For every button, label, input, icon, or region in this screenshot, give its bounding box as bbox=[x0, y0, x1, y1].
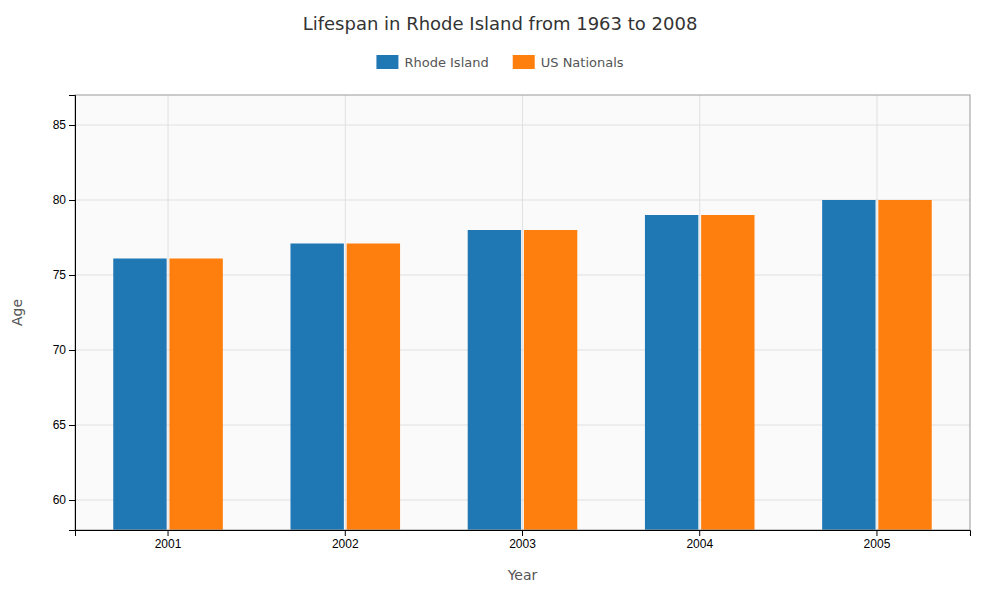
y-tick: 60 bbox=[53, 493, 75, 507]
x-grid-line bbox=[168, 95, 169, 530]
y-tick: 85 bbox=[53, 118, 75, 132]
legend-label: US Nationals bbox=[541, 55, 624, 70]
bar bbox=[113, 259, 166, 531]
y-tick-mark bbox=[69, 275, 75, 276]
x-tick-label: 2003 bbox=[509, 537, 536, 551]
legend-item: US Nationals bbox=[513, 55, 624, 70]
x-tick: 2003 bbox=[509, 530, 536, 551]
bar bbox=[701, 215, 754, 530]
y-axis: 60 65 70 75 80 85 bbox=[53, 96, 76, 531]
y-tick-label: 85 bbox=[53, 118, 67, 132]
bar bbox=[822, 200, 875, 530]
bar bbox=[290, 244, 343, 531]
bar bbox=[878, 200, 931, 530]
x-axis: 2001 2002 2003 2004 2005 bbox=[76, 530, 971, 551]
x-axis-line bbox=[76, 531, 971, 537]
x-tick-mark bbox=[699, 530, 700, 536]
bar bbox=[169, 259, 222, 531]
plot-frame bbox=[75, 95, 970, 530]
x-tick-label: 2001 bbox=[155, 537, 182, 551]
legend-swatch bbox=[513, 55, 535, 69]
legend-label: Rhode Island bbox=[404, 55, 488, 70]
y-tick-mark bbox=[69, 500, 75, 501]
x-tick-label: 2005 bbox=[864, 537, 891, 551]
x-tick-label: 2004 bbox=[686, 537, 713, 551]
legend-item: Rhode Island bbox=[376, 55, 488, 70]
bar bbox=[645, 215, 698, 530]
title: Lifespan in Rhode Island from 1963 to 20… bbox=[303, 13, 698, 34]
y-tick: 80 bbox=[53, 193, 75, 207]
y-tick: 70 bbox=[53, 343, 75, 357]
y-tick-label: 80 bbox=[53, 193, 67, 207]
x-grid-line bbox=[345, 95, 346, 530]
bar bbox=[524, 230, 577, 530]
y-axis-line bbox=[69, 96, 76, 531]
x-axis-title: Year bbox=[507, 567, 538, 583]
x-tick: 2005 bbox=[864, 530, 891, 551]
x-grid-line bbox=[522, 95, 523, 530]
legend-swatch bbox=[376, 55, 398, 69]
bars bbox=[113, 200, 931, 530]
bar bbox=[468, 230, 521, 530]
x-tick-mark bbox=[876, 530, 877, 536]
y-tick-mark bbox=[69, 200, 75, 201]
x-grid-line bbox=[876, 95, 877, 530]
bar bbox=[347, 244, 400, 531]
chart: 60 65 70 75 80 85 2001 2002 2003 2004 2005 Lifespan… bbox=[0, 0, 1000, 600]
y-tick: 65 bbox=[53, 418, 75, 432]
y-axis-title: Age bbox=[9, 299, 25, 326]
y-tick-label: 70 bbox=[53, 343, 67, 357]
x-tick-mark bbox=[345, 530, 346, 536]
y-tick: 75 bbox=[53, 268, 75, 282]
y-tick-mark bbox=[69, 125, 75, 126]
x-grid-line bbox=[699, 95, 700, 530]
x-tick: 2002 bbox=[332, 530, 359, 551]
x-tick-mark bbox=[522, 530, 523, 536]
plot-background bbox=[75, 95, 970, 530]
y-tick-label: 75 bbox=[53, 268, 67, 282]
y-tick-mark bbox=[69, 425, 75, 426]
x-tick-mark bbox=[168, 530, 169, 536]
grid bbox=[75, 95, 970, 530]
legend: Rhode Island US Nationals bbox=[376, 55, 623, 70]
plot: 60 65 70 75 80 85 2001 2002 2003 2004 2005 bbox=[53, 95, 971, 551]
x-tick: 2001 bbox=[155, 530, 182, 551]
x-tick: 2004 bbox=[686, 530, 713, 551]
y-tick-label: 60 bbox=[53, 493, 67, 507]
y-tick-label: 65 bbox=[53, 418, 67, 432]
y-tick-mark bbox=[69, 350, 75, 351]
x-tick-label: 2002 bbox=[332, 537, 359, 551]
